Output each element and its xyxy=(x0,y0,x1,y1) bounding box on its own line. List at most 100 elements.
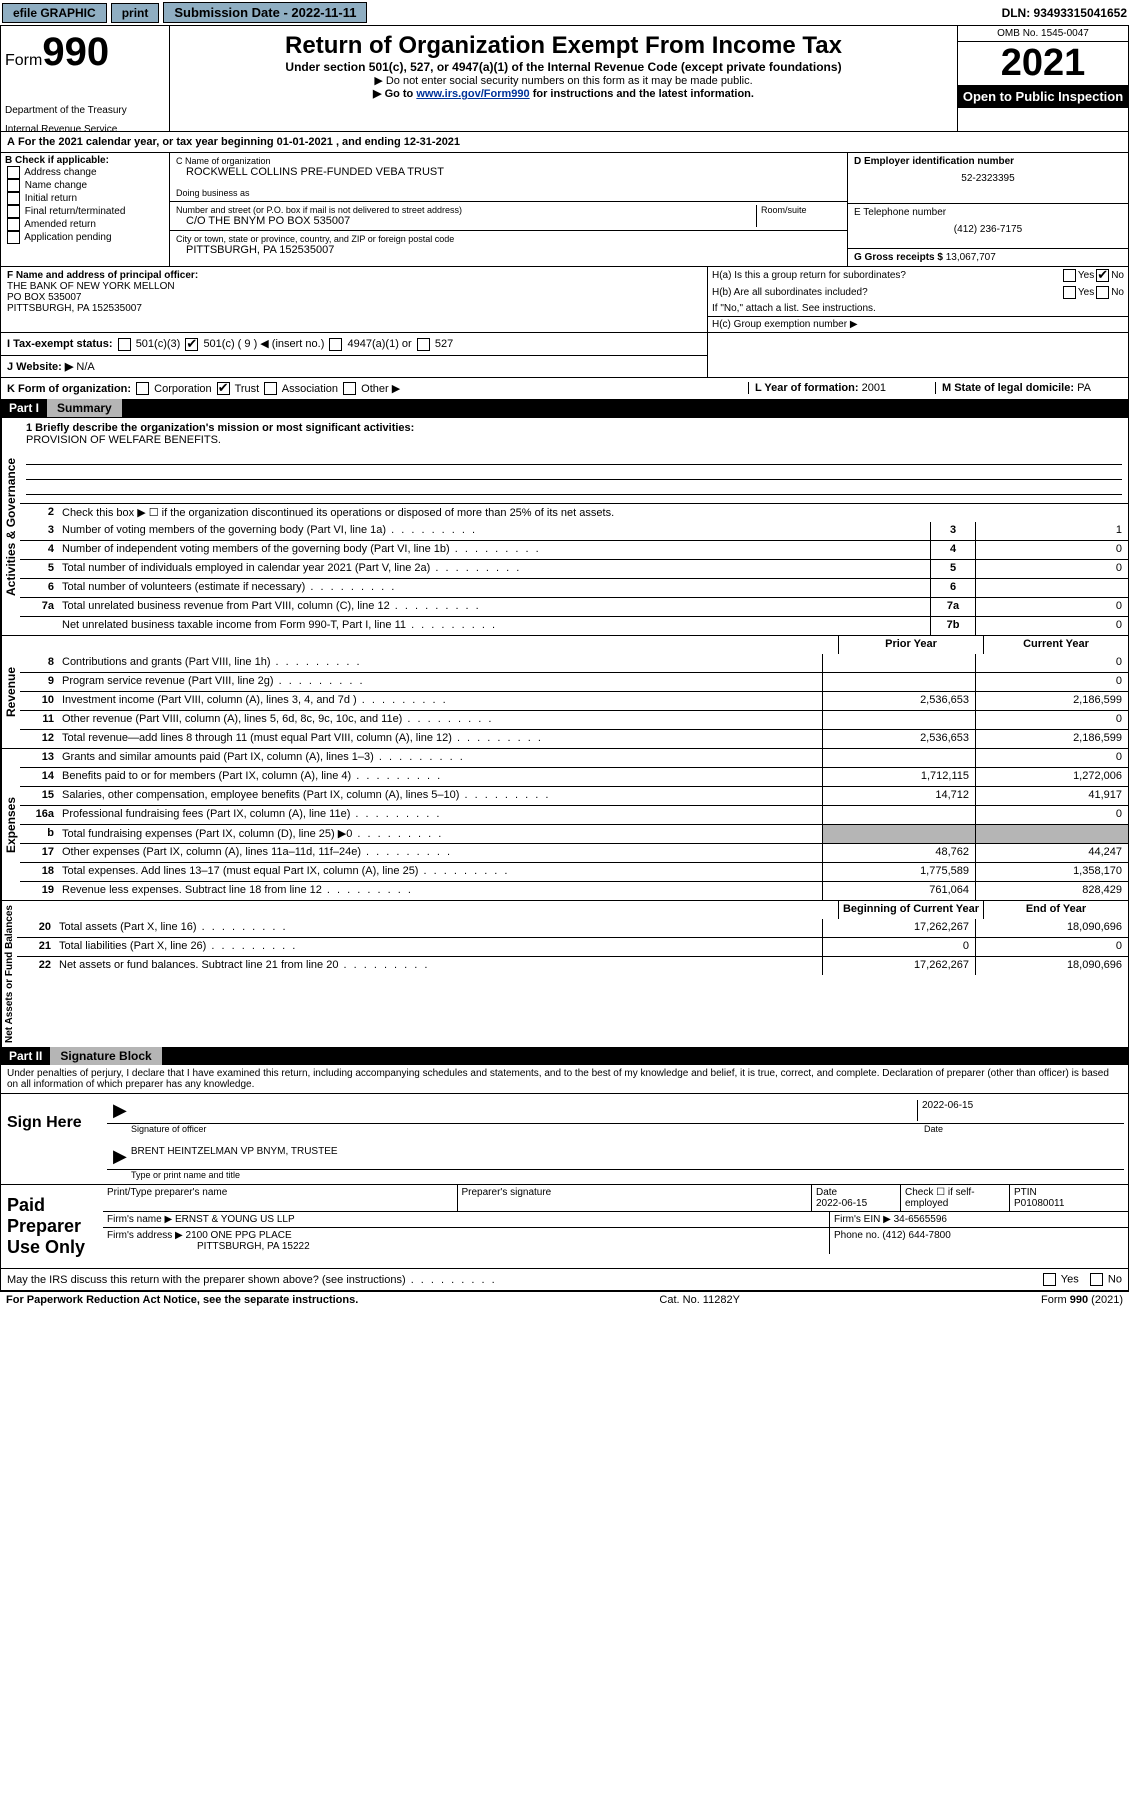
dept-label: Department of the Treasury xyxy=(5,105,165,116)
vlabel-expenses: Expenses xyxy=(1,749,20,900)
chk-name[interactable] xyxy=(7,179,20,192)
org-city: PITTSBURGH, PA 152535007 xyxy=(176,244,841,256)
line-klm: K Form of organization: Corporation Trus… xyxy=(1,377,1128,400)
chk-other[interactable] xyxy=(343,382,356,395)
gross-receipts: 13,067,707 xyxy=(946,252,996,263)
summary-row: 13Grants and similar amounts paid (Part … xyxy=(20,749,1128,767)
section-net: Net Assets or Fund Balances Beginning of… xyxy=(1,900,1128,1047)
summary-row: 15Salaries, other compensation, employee… xyxy=(20,786,1128,805)
part-2-header: Part II Signature Block xyxy=(1,1047,1128,1065)
summary-row: 17Other expenses (Part IX, column (A), l… xyxy=(20,843,1128,862)
sig-declaration: Under penalties of perjury, I declare th… xyxy=(1,1065,1128,1093)
summary-row: 12Total revenue—add lines 8 through 11 (… xyxy=(20,729,1128,748)
submission-label: Submission Date - 2022-11-11 xyxy=(163,2,367,23)
header-right: OMB No. 1545-0047 2021 Open to Public In… xyxy=(957,26,1128,131)
org-street: C/O THE BNYM PO BOX 535007 xyxy=(176,215,756,227)
summary-row: 6Total number of volunteers (estimate if… xyxy=(20,578,1128,597)
form-number: Form990 xyxy=(5,30,165,75)
arrow-icon: ▶ xyxy=(109,1146,131,1167)
chk-trust[interactable] xyxy=(217,382,230,395)
form-subtitle: Under section 501(c), 527, or 4947(a)(1)… xyxy=(174,60,953,74)
box-h: H(a) Is this a group return for subordin… xyxy=(708,267,1128,332)
ein: 52-2323395 xyxy=(854,173,1122,184)
summary-row: 14Benefits paid to or for members (Part … xyxy=(20,767,1128,786)
box-deg: D Employer identification number 52-2323… xyxy=(848,153,1128,266)
footer: For Paperwork Reduction Act Notice, see … xyxy=(0,1291,1129,1308)
vlabel-activities: Activities & Governance xyxy=(1,418,20,635)
chk-address[interactable] xyxy=(7,166,20,179)
summary-row: bTotal fundraising expenses (Part IX, co… xyxy=(20,824,1128,843)
chk-corp[interactable] xyxy=(136,382,149,395)
summary-row: 21Total liabilities (Part X, line 26)00 xyxy=(17,937,1128,956)
box-c: C Name of organization ROCKWELL COLLINS … xyxy=(170,153,848,266)
line-i: I Tax-exempt status: 501(c)(3) 501(c) ( … xyxy=(1,333,708,356)
summary-row: 8Contributions and grants (Part VIII, li… xyxy=(20,654,1128,672)
summary-row: 5Total number of individuals employed in… xyxy=(20,559,1128,578)
line-a: A For the 2021 calendar year, or tax yea… xyxy=(1,132,1128,152)
box-f: F Name and address of principal officer:… xyxy=(1,267,708,332)
chk-discuss-no[interactable] xyxy=(1090,1273,1103,1286)
summary-row: 22Net assets or fund balances. Subtract … xyxy=(17,956,1128,975)
form-title: Return of Organization Exempt From Incom… xyxy=(174,32,953,60)
section-activities: Activities & Governance 1 Briefly descri… xyxy=(1,417,1128,635)
paid-preparer: Paid Preparer Use Only Print/Type prepar… xyxy=(1,1184,1128,1268)
summary-row: 4Number of independent voting members of… xyxy=(20,540,1128,559)
phone: (412) 236-7175 xyxy=(854,224,1122,235)
officer-name: BRENT HEINTZELMAN VP BNYM, TRUSTEE xyxy=(131,1146,1122,1167)
arrow-icon: ▶ xyxy=(109,1100,131,1121)
section-revenue: Revenue Prior Year Current Year 8Contrib… xyxy=(1,635,1128,748)
efile-btn[interactable]: efile GRAPHIC xyxy=(2,3,107,23)
line-1: 1 Briefly describe the organization's mi… xyxy=(20,418,1128,450)
chk-527[interactable] xyxy=(417,338,430,351)
chk-501c3[interactable] xyxy=(118,338,131,351)
omb: OMB No. 1545-0047 xyxy=(958,26,1128,42)
note-2: ▶ Go to www.irs.gov/Form990 for instruct… xyxy=(174,87,953,100)
chk-pending[interactable] xyxy=(7,231,20,244)
discuss-row: May the IRS discuss this return with the… xyxy=(1,1268,1128,1290)
inspection-box: Open to Public Inspection xyxy=(958,85,1128,108)
info-grid: B Check if applicable: Address change Na… xyxy=(1,152,1128,266)
tax-year: 2021 xyxy=(958,42,1128,85)
header-left: Form990 Department of the Treasury Inter… xyxy=(1,26,170,131)
chk-assoc[interactable] xyxy=(264,382,277,395)
sign-here: Sign Here ▶ 2022-06-15 Signature of offi… xyxy=(1,1093,1128,1184)
summary-row: 19Revenue less expenses. Subtract line 1… xyxy=(20,881,1128,900)
print-btn[interactable]: print xyxy=(111,3,160,23)
chk-discuss-yes[interactable] xyxy=(1043,1273,1056,1286)
summary-row: 3Number of voting members of the governi… xyxy=(20,522,1128,540)
irs-link[interactable]: www.irs.gov/Form990 xyxy=(416,88,529,100)
summary-row: 7aTotal unrelated business revenue from … xyxy=(20,597,1128,616)
line-j: J Website: ▶ N/A xyxy=(1,356,708,377)
summary-row: 16aProfessional fundraising fees (Part I… xyxy=(20,805,1128,824)
chk-amended[interactable] xyxy=(7,218,20,231)
chk-501c[interactable] xyxy=(185,338,198,351)
chk-initial[interactable] xyxy=(7,192,20,205)
chk-4947[interactable] xyxy=(329,338,342,351)
box-b: B Check if applicable: Address change Na… xyxy=(1,153,170,266)
header: Form990 Department of the Treasury Inter… xyxy=(1,26,1128,132)
service-label: Internal Revenue Service xyxy=(5,124,165,135)
section-expenses: Expenses 13Grants and similar amounts pa… xyxy=(1,748,1128,900)
chk-ha-yes[interactable] xyxy=(1063,269,1076,282)
summary-row: Net unrelated business taxable income fr… xyxy=(20,616,1128,635)
summary-row: 20Total assets (Part X, line 16)17,262,2… xyxy=(17,919,1128,937)
part-1-header: Part I Summary xyxy=(1,399,1128,417)
org-name: ROCKWELL COLLINS PRE-FUNDED VEBA TRUST xyxy=(176,166,841,178)
chk-ha-no[interactable] xyxy=(1096,269,1109,282)
dln: DLN: 93493315041652 xyxy=(1002,6,1127,20)
top-bar: efile GRAPHIC print Submission Date - 20… xyxy=(0,0,1129,25)
summary-row: 10Investment income (Part VIII, column (… xyxy=(20,691,1128,710)
form-container: Form990 Department of the Treasury Inter… xyxy=(0,25,1129,1291)
chk-hb-no[interactable] xyxy=(1096,286,1109,299)
sig-date: 2022-06-15 xyxy=(917,1100,1122,1121)
summary-row: 18Total expenses. Add lines 13–17 (must … xyxy=(20,862,1128,881)
fh-row: F Name and address of principal officer:… xyxy=(1,266,1128,332)
vlabel-net: Net Assets or Fund Balances xyxy=(1,901,17,1047)
chk-hb-yes[interactable] xyxy=(1063,286,1076,299)
header-center: Return of Organization Exempt From Incom… xyxy=(170,26,957,131)
summary-row: 9Program service revenue (Part VIII, lin… xyxy=(20,672,1128,691)
summary-row: 11Other revenue (Part VIII, column (A), … xyxy=(20,710,1128,729)
vlabel-revenue: Revenue xyxy=(1,636,20,748)
chk-final[interactable] xyxy=(7,205,20,218)
note-1: ▶ Do not enter social security numbers o… xyxy=(174,74,953,87)
